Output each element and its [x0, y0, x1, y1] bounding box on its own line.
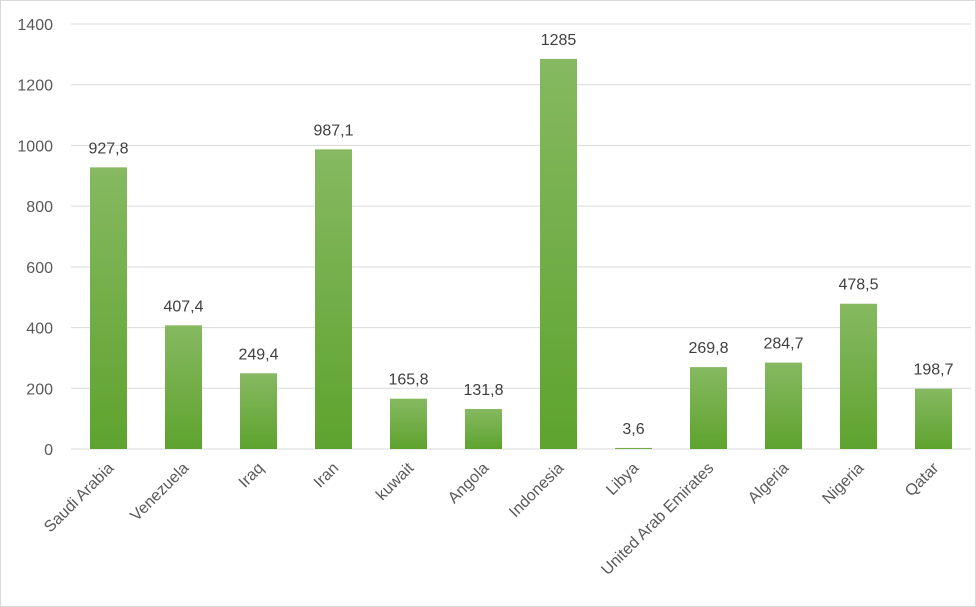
bar-nigeria	[840, 303, 877, 449]
x-category-label: Indonesia	[506, 460, 567, 521]
data-label: 927,8	[88, 140, 128, 157]
bar-saudi-arabia	[90, 167, 127, 449]
bar-united-arab-emirates	[690, 367, 727, 449]
data-labels: 927,8 407,4 249,4 987,1 165,8 131,8 1285 3,6 269…	[88, 32, 953, 438]
x-category-label: Iran	[311, 460, 343, 492]
data-label: 478,5	[838, 277, 878, 294]
data-label: 249,4	[238, 346, 278, 363]
y-axis-tick-labels: 0 200 400 600 800 1000 1200 1400	[17, 17, 53, 459]
x-category-label: Venezuela	[127, 460, 192, 525]
bar-qatar	[915, 388, 952, 449]
x-category-label: Qatar	[902, 459, 943, 500]
x-category-label: Iraq	[236, 460, 268, 492]
x-category-label: Nigeria	[819, 460, 867, 508]
data-label: 407,4	[163, 298, 203, 315]
x-category-label: Algeria	[745, 460, 792, 507]
bar-indonesia	[540, 58, 577, 450]
bar-iran	[315, 149, 352, 449]
data-label: 198,7	[913, 362, 953, 379]
bars	[90, 58, 952, 450]
y-tick-label: 800	[26, 199, 53, 216]
bar-angola	[465, 408, 502, 449]
data-label: 3,6	[622, 421, 644, 438]
y-tick-label: 600	[26, 260, 53, 277]
y-tick-label: 0	[44, 442, 53, 459]
y-tick-label: 400	[26, 321, 53, 338]
data-label: 987,1	[313, 122, 353, 139]
x-category-label: Libya	[603, 460, 642, 499]
bar-algeria	[765, 362, 802, 449]
data-label: 269,8	[688, 340, 728, 357]
data-label: 131,8	[463, 382, 503, 399]
y-tick-label: 1000	[17, 138, 53, 155]
data-label: 284,7	[763, 336, 803, 353]
bar-iraq	[240, 373, 277, 449]
y-tick-label: 200	[26, 381, 53, 398]
x-category-label: kuwait	[373, 459, 417, 503]
bar-kuwait	[390, 398, 427, 449]
x-category-label: Saudi Arabia	[41, 460, 117, 536]
bar-libya	[615, 447, 652, 449]
data-label: 1285	[541, 32, 577, 49]
bar-venezuela	[165, 325, 202, 449]
y-tick-label: 1400	[17, 17, 53, 34]
y-tick-label: 1200	[17, 78, 53, 95]
x-category-label: Angola	[445, 460, 492, 507]
data-label: 165,8	[388, 372, 428, 389]
gridlines	[71, 23, 971, 450]
x-axis-category-labels: Saudi Arabia Venezuela Iraq Iran kuwait Angol…	[41, 459, 943, 578]
